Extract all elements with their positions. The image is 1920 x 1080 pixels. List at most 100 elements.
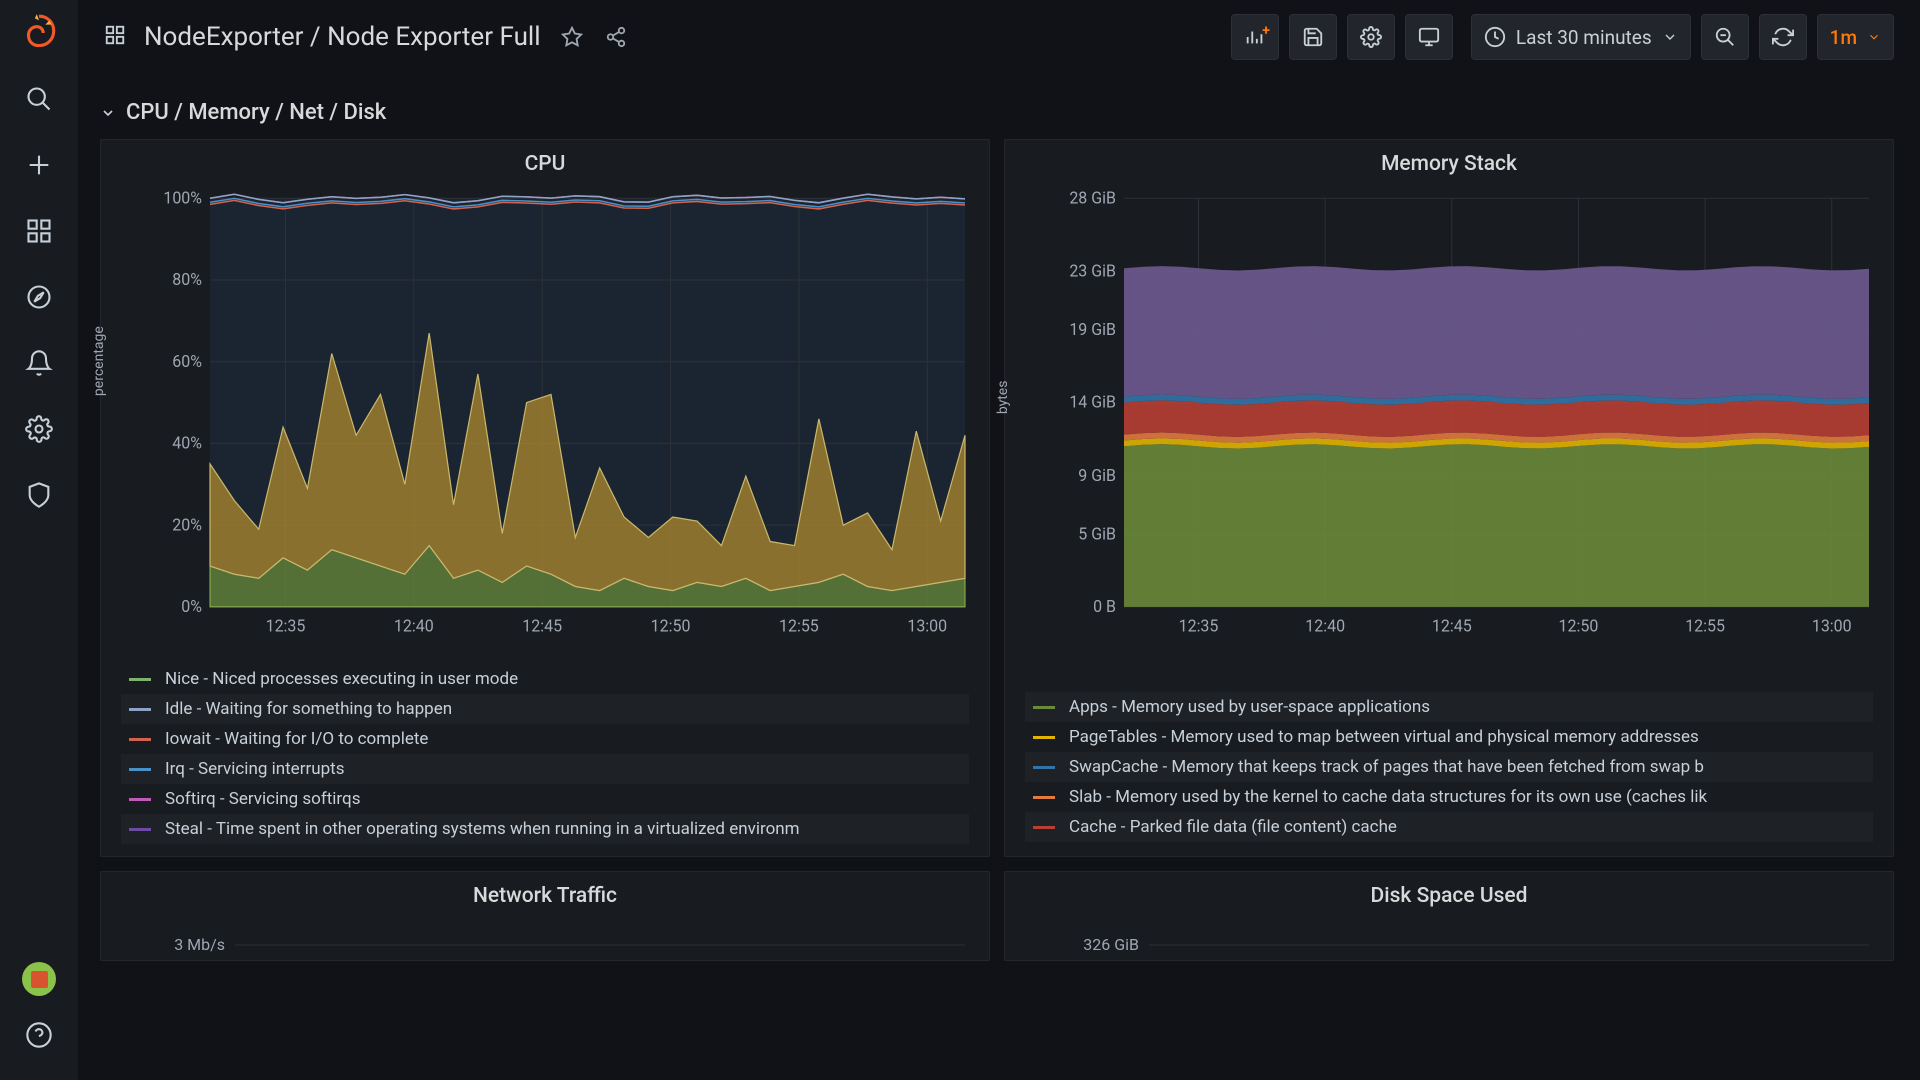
legend-item[interactable]: Irq - Servicing interrupts: [121, 754, 969, 784]
svg-text:20%: 20%: [172, 515, 202, 534]
cpu-legend: Nice - Niced processes executing in user…: [101, 658, 989, 856]
legend-swatch: [1033, 826, 1055, 829]
time-range-button[interactable]: Last 30 minutes: [1471, 14, 1691, 60]
svg-text:0 B: 0 B: [1093, 597, 1116, 616]
network-panel[interactable]: Network Traffic 3 Mb/s: [100, 871, 990, 961]
svg-text:3 Mb/s: 3 Mb/s: [174, 935, 225, 954]
network-chart-svg: 3 Mb/s: [115, 920, 975, 960]
svg-text:13:00: 13:00: [1812, 616, 1852, 635]
legend-swatch: [129, 828, 151, 831]
svg-text:12:50: 12:50: [651, 616, 691, 635]
svg-text:12:35: 12:35: [1179, 616, 1219, 635]
legend-label: Steal - Time spent in other operating sy…: [165, 819, 800, 839]
svg-text:12:35: 12:35: [266, 616, 306, 635]
legend-item[interactable]: Idle - Waiting for something to happen: [121, 694, 969, 724]
row-title: CPU / Memory / Net / Disk: [126, 100, 386, 125]
zoom-out-button[interactable]: [1701, 14, 1749, 60]
svg-text:23 GiB: 23 GiB: [1069, 261, 1116, 280]
svg-text:12:40: 12:40: [1305, 616, 1345, 635]
help-icon[interactable]: [18, 1014, 60, 1056]
svg-text:0%: 0%: [181, 597, 202, 616]
legend-label: PageTables - Memory used to map between …: [1069, 727, 1699, 747]
svg-text:80%: 80%: [172, 270, 202, 289]
memory-chart-svg: 0 B 5 GiB 9 GiB 14 GiB 19 GiB 23 GiB 28 GiB 12:…: [1019, 188, 1879, 658]
svg-text:13:00: 13:00: [907, 616, 947, 635]
panel-title: Network Traffic: [101, 872, 989, 920]
row-header[interactable]: CPU / Memory / Net / Disk: [100, 86, 1894, 139]
legend-item[interactable]: Slab - Memory used by the kernel to cach…: [1025, 782, 1873, 812]
legend-label: Softirq - Servicing softirqs: [165, 789, 360, 809]
alerting-icon[interactable]: [18, 342, 60, 384]
legend-item[interactable]: Iowait - Waiting for I/O to complete: [121, 724, 969, 754]
legend-swatch: [1033, 796, 1055, 799]
svg-text:12:50: 12:50: [1559, 616, 1599, 635]
svg-text:12:40: 12:40: [394, 616, 434, 635]
tv-mode-button[interactable]: [1405, 14, 1453, 60]
cpu-chart-svg: 0%20%40%60%80%100%12:3512:4012:4512:5012…: [115, 188, 975, 658]
legend-swatch: [129, 678, 151, 681]
legend-swatch: [1033, 706, 1055, 709]
plus-icon[interactable]: [18, 144, 60, 186]
dashboards-icon[interactable]: [18, 210, 60, 252]
y-axis-label: bytes: [995, 381, 1011, 415]
legend-item[interactable]: Steal - Time spent in other operating sy…: [121, 814, 969, 844]
legend-item[interactable]: SwapCache - Memory that keeps track of p…: [1025, 752, 1873, 782]
svg-text:12:45: 12:45: [522, 616, 562, 635]
svg-text:12:55: 12:55: [1685, 616, 1725, 635]
svg-text:60%: 60%: [172, 352, 202, 371]
memory-legend: Apps - Memory used by user-space applica…: [1005, 658, 1893, 854]
grafana-logo[interactable]: [18, 12, 60, 54]
svg-text:9 GiB: 9 GiB: [1078, 466, 1116, 485]
legend-item[interactable]: Softirq - Servicing softirqs: [121, 784, 969, 814]
legend-swatch: [129, 768, 151, 771]
refresh-interval-label: 1m: [1830, 26, 1857, 49]
chevron-down-icon: [100, 105, 116, 121]
refresh-button[interactable]: [1759, 14, 1807, 60]
memory-panel[interactable]: Memory Stack bytes 0 B5 GiB9 GiB14 GiB19…: [1004, 139, 1894, 857]
panel-title: Memory Stack: [1005, 140, 1893, 188]
topbar: NodeExporter / Node Exporter Full Last 3…: [78, 0, 1920, 74]
svg-text:28 GiB: 28 GiB: [1069, 188, 1116, 207]
svg-text:326 GiB: 326 GiB: [1083, 935, 1139, 954]
legend-swatch: [129, 738, 151, 741]
shield-icon[interactable]: [18, 474, 60, 516]
legend-item[interactable]: Nice - Niced processes executing in user…: [121, 664, 969, 694]
svg-text:14 GiB: 14 GiB: [1069, 393, 1116, 412]
search-icon[interactable]: [18, 78, 60, 120]
legend-item[interactable]: Cache - Parked file data (file content) …: [1025, 812, 1873, 842]
disk-chart-svg: 326 GiB: [1019, 920, 1879, 960]
legend-label: Irq - Servicing interrupts: [165, 759, 344, 779]
save-button[interactable]: [1289, 14, 1337, 60]
explore-icon[interactable]: [18, 276, 60, 318]
settings-button[interactable]: [1347, 14, 1395, 60]
disk-panel[interactable]: Disk Space Used 326 GiB: [1004, 871, 1894, 961]
dashboard-nav-icon[interactable]: [104, 24, 126, 51]
svg-text:12:45: 12:45: [1432, 616, 1472, 635]
panel-title: Disk Space Used: [1005, 872, 1893, 920]
sidebar: [0, 0, 78, 1080]
gear-icon[interactable]: [18, 408, 60, 450]
panel-title: CPU: [101, 140, 989, 188]
cpu-panel[interactable]: CPU percentage 0%20%40%60%80%100%12:3512…: [100, 139, 990, 857]
star-icon[interactable]: [559, 24, 585, 50]
avatar[interactable]: [22, 962, 56, 996]
refresh-interval-button[interactable]: 1m: [1817, 14, 1894, 60]
y-axis-label: percentage: [91, 326, 107, 396]
legend-swatch: [1033, 736, 1055, 739]
legend-swatch: [129, 708, 151, 711]
svg-text:19 GiB: 19 GiB: [1069, 320, 1116, 339]
share-icon[interactable]: [603, 24, 629, 50]
legend-swatch: [1033, 766, 1055, 769]
svg-text:100%: 100%: [163, 188, 202, 207]
legend-item[interactable]: PageTables - Memory used to map between …: [1025, 722, 1873, 752]
add-panel-button[interactable]: [1231, 14, 1279, 60]
legend-item[interactable]: Apps - Memory used by user-space applica…: [1025, 692, 1873, 722]
legend-label: Apps - Memory used by user-space applica…: [1069, 697, 1430, 717]
legend-swatch: [129, 798, 151, 801]
legend-label: Iowait - Waiting for I/O to complete: [165, 729, 428, 749]
svg-text:40%: 40%: [172, 433, 202, 452]
page-title[interactable]: NodeExporter / Node Exporter Full: [144, 22, 541, 52]
svg-text:5 GiB: 5 GiB: [1078, 524, 1116, 543]
legend-label: Nice - Niced processes executing in user…: [165, 669, 518, 689]
time-range-label: Last 30 minutes: [1516, 26, 1652, 49]
